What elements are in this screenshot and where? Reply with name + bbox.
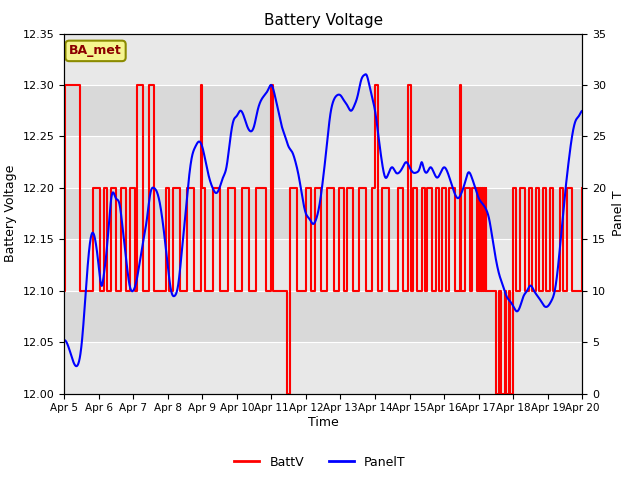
Bar xyxy=(64,34,582,85)
Bar xyxy=(64,342,582,394)
Y-axis label: Panel T: Panel T xyxy=(612,191,625,237)
Bar xyxy=(64,136,582,188)
X-axis label: Time: Time xyxy=(308,416,339,429)
Text: BA_met: BA_met xyxy=(69,44,122,58)
Y-axis label: Battery Voltage: Battery Voltage xyxy=(4,165,17,262)
Legend: BattV, PanelT: BattV, PanelT xyxy=(229,451,411,474)
Title: Battery Voltage: Battery Voltage xyxy=(264,13,383,28)
Bar xyxy=(64,240,582,291)
